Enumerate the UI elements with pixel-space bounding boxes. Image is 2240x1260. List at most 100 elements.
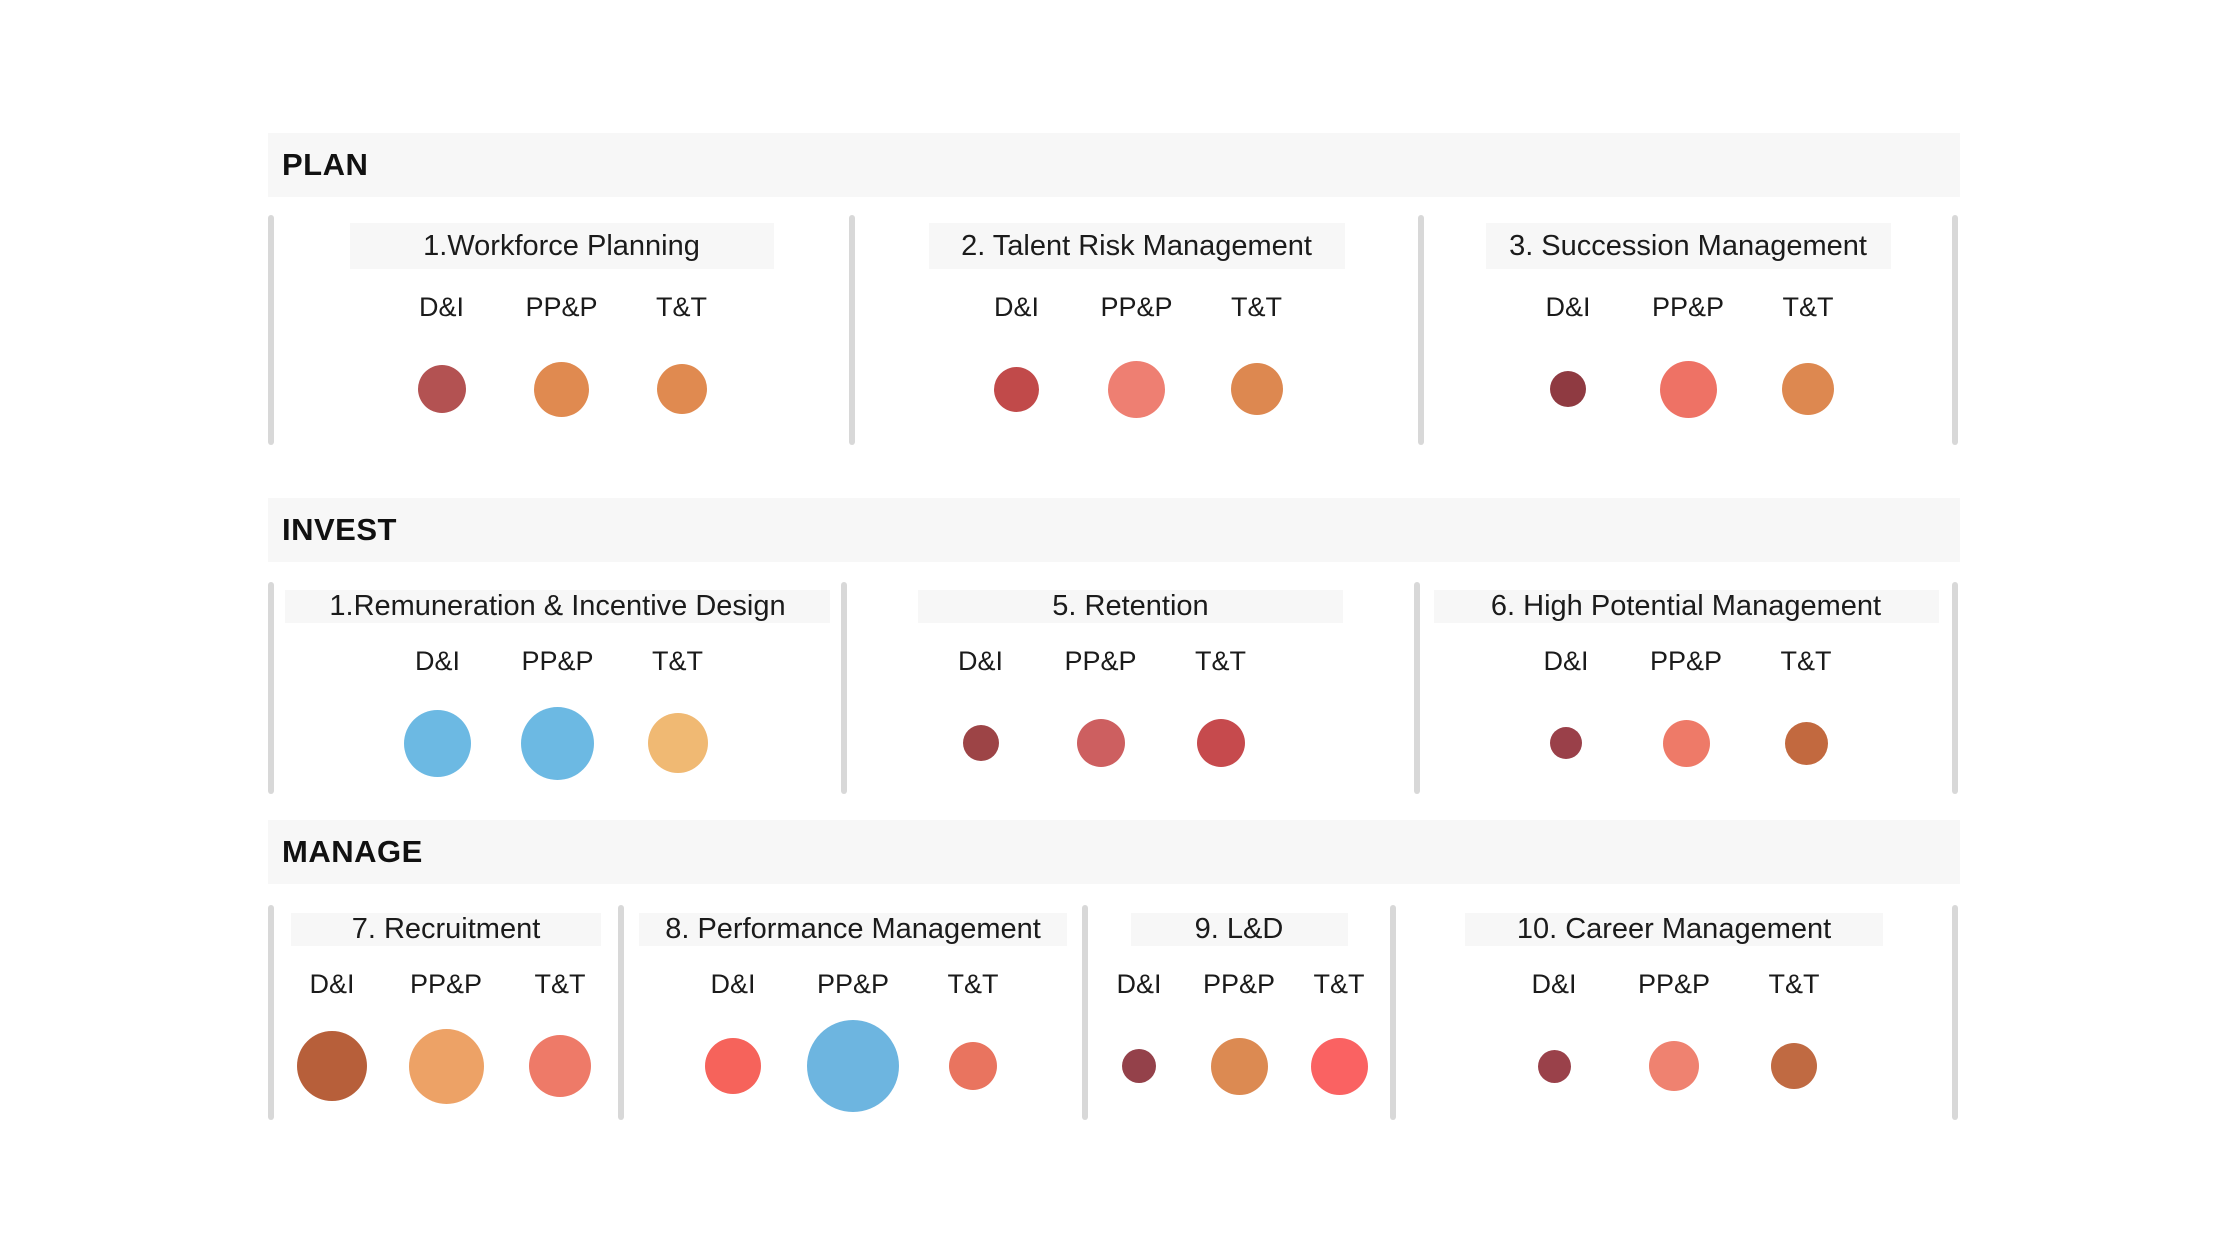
card-title-text: 8. Performance Management	[665, 913, 1041, 945]
bubble-slot	[1122, 1010, 1156, 1122]
metric-bubble	[807, 1020, 899, 1112]
metric-col-tt: T&T	[1161, 645, 1281, 799]
card-workforce-planning: 1.Workforce Planning D&I PP&P T&T	[274, 215, 849, 445]
metric-label: T&T	[656, 291, 707, 322]
metric-col-tt: T&T	[1197, 291, 1317, 445]
card-career-management: 10. Career Management D&I PP&P T&T	[1396, 905, 1952, 1120]
metric-col-ppp: PP&P	[1077, 291, 1197, 445]
talent-framework-diagram: PLAN 1.Workforce Planning D&I PP&P T&T	[268, 133, 1960, 1120]
metric-label: T&T	[1780, 645, 1832, 676]
metric-col-ppp: PP&P	[498, 645, 618, 799]
metric-bubble	[1771, 1043, 1817, 1089]
metric-col-ppp: PP&P	[389, 968, 503, 1122]
metric-bubble	[1550, 727, 1582, 759]
metric-label: T&T	[1782, 291, 1834, 322]
metric-col-di: D&I	[921, 645, 1041, 799]
metric-bubble	[1310, 1037, 1368, 1095]
metric-label: D&I	[1543, 645, 1589, 676]
metric-label: T&T	[1768, 968, 1820, 999]
bubble-slot	[994, 333, 1039, 445]
bubble-slot	[962, 687, 999, 799]
metric-col-di: D&I	[1508, 291, 1628, 445]
card-title: 7. Recruitment	[291, 913, 601, 946]
metric-label: T&T	[534, 968, 586, 999]
metric-bubble	[404, 709, 471, 777]
metric-bubble	[529, 1035, 591, 1097]
metric-label: PP&P	[409, 968, 483, 999]
bubble-slot	[705, 1010, 761, 1122]
bubble-slot	[417, 333, 466, 445]
metric-label: D&I	[993, 291, 1039, 322]
metric-label: PP&P	[816, 968, 890, 999]
metric-label: D&I	[1116, 968, 1162, 999]
metric-col-di: D&I	[382, 291, 502, 445]
card-title: 9. L&D	[1130, 913, 1348, 946]
metric-bubble	[705, 1038, 761, 1094]
bubble-slot	[1196, 687, 1245, 799]
metric-columns: D&I PP&P T&T	[1508, 291, 1868, 445]
metric-bubble	[1230, 363, 1283, 415]
metric-bubble	[1662, 719, 1710, 767]
divider	[841, 582, 847, 794]
metric-col-tt: T&T	[618, 645, 738, 799]
metric-bubble	[1782, 363, 1834, 415]
metric-label: D&I	[710, 968, 756, 999]
plan-cards-row: 1.Workforce Planning D&I PP&P T&T	[268, 215, 1960, 445]
bubble-slot	[1550, 333, 1586, 445]
divider	[618, 905, 624, 1120]
card-high-potential-management: 6. High Potential Management D&I PP&P T&…	[1420, 582, 1952, 794]
manage-cards-row: 7. Recruitment D&I PP&P T&T	[268, 905, 1960, 1120]
metric-columns: D&I PP&P T&T	[921, 645, 1281, 799]
card-title-text: 3. Succession Management	[1509, 229, 1867, 262]
card-title: 5. Retention	[918, 590, 1343, 623]
metric-columns: D&I PP&P T&T	[1089, 968, 1389, 1122]
card-title-text: 9. L&D	[1194, 913, 1284, 945]
metric-columns: D&I PP&P T&T	[378, 645, 738, 799]
card-title: 1.Remuneration & Incentive Design	[285, 590, 830, 623]
bubble-slot	[1310, 1010, 1368, 1122]
section-header-manage: MANAGE	[268, 820, 1960, 884]
metric-columns: D&I PP&P T&T	[1506, 645, 1866, 799]
card-retention: 5. Retention D&I PP&P T&T	[847, 582, 1414, 794]
bubble-slot	[1230, 333, 1283, 445]
metric-bubble	[1196, 719, 1245, 767]
card-title-text: 6. High Potential Management	[1490, 590, 1882, 622]
divider	[268, 905, 274, 1120]
card-title-text: 5. Retention	[1052, 590, 1209, 622]
card-learning-and-development: 9. L&D D&I PP&P T&T	[1088, 905, 1390, 1120]
bubble-slot	[1662, 687, 1710, 799]
card-title: 6. High Potential Management	[1433, 590, 1939, 623]
metric-col-tt: T&T	[503, 968, 617, 1122]
metric-col-tt: T&T	[1746, 645, 1866, 799]
metric-label: T&T	[1195, 645, 1246, 676]
bubble-slot	[521, 687, 594, 799]
section-title: PLAN	[282, 147, 369, 182]
divider	[1390, 905, 1396, 1120]
metric-bubble	[1122, 1049, 1156, 1083]
card-title-text: 10. Career Management	[1516, 913, 1832, 945]
metric-col-ppp: PP&P	[793, 968, 913, 1122]
metric-col-tt: T&T	[1734, 968, 1854, 1122]
metric-columns: D&I PP&P T&T	[1494, 968, 1854, 1122]
bubble-slot	[656, 333, 707, 445]
bubble-slot	[1210, 1010, 1268, 1122]
metric-bubble	[1784, 721, 1828, 765]
divider	[1952, 582, 1958, 794]
bubble-slot	[949, 1010, 997, 1122]
bubble-slot	[1108, 333, 1165, 445]
metric-label: PP&P	[1651, 291, 1725, 322]
metric-bubble	[417, 365, 466, 413]
card-title: 8. Performance Management	[639, 913, 1067, 946]
metric-label: T&T	[947, 968, 999, 999]
metric-columns: D&I PP&P T&T	[957, 291, 1317, 445]
metric-col-di: D&I	[673, 968, 793, 1122]
bubble-slot	[408, 1010, 484, 1122]
card-title-text: 2. Talent Risk Management	[961, 229, 1312, 262]
section-title: MANAGE	[282, 834, 423, 869]
metric-label: PP&P	[1202, 968, 1276, 999]
metric-label: D&I	[1545, 291, 1591, 322]
metric-bubble	[647, 713, 708, 773]
invest-cards-row: 1.Remuneration & Incentive Design D&I PP…	[268, 582, 1960, 794]
metric-bubble	[297, 1031, 367, 1101]
card-recruitment: 7. Recruitment D&I PP&P T&T	[274, 905, 618, 1120]
